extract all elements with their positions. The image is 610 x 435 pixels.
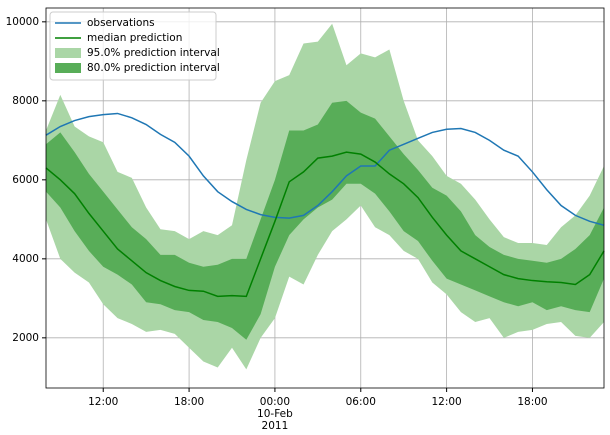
x-tick-label: 18:00 bbox=[174, 396, 204, 408]
y-tick-label: 6000 bbox=[12, 174, 39, 186]
legend: observations median prediction 95.0% predi… bbox=[49, 11, 220, 81]
series-line bbox=[45, 151, 605, 298]
x-tick-label: 18:00 bbox=[517, 396, 547, 408]
prediction-band bbox=[46, 100, 604, 340]
y-tick-label: 4000 bbox=[12, 253, 39, 265]
series-line bbox=[45, 112, 605, 226]
legend-box bbox=[49, 11, 217, 81]
axes-frame bbox=[45, 7, 605, 389]
y-tick-label: 2000 bbox=[12, 332, 39, 344]
legend-patch bbox=[55, 48, 81, 58]
legend-label: observations bbox=[87, 17, 155, 29]
x-tick-label: 12:00 bbox=[88, 396, 118, 408]
y-tick-label: 10000 bbox=[6, 16, 39, 28]
legend-patch bbox=[55, 63, 81, 73]
legend-label: 80.0% prediction interval bbox=[87, 62, 220, 74]
x-tick-label: 00:00 10-Feb 2011 bbox=[257, 396, 293, 432]
legend-label: 95.0% prediction interval bbox=[87, 47, 220, 59]
y-tick-label: 8000 bbox=[12, 95, 39, 107]
x-tick-label: 12:00 bbox=[431, 396, 461, 408]
plot-area bbox=[45, 23, 605, 370]
x-tick-label: 06:00 bbox=[346, 396, 376, 408]
legend-label: median prediction bbox=[87, 32, 182, 44]
